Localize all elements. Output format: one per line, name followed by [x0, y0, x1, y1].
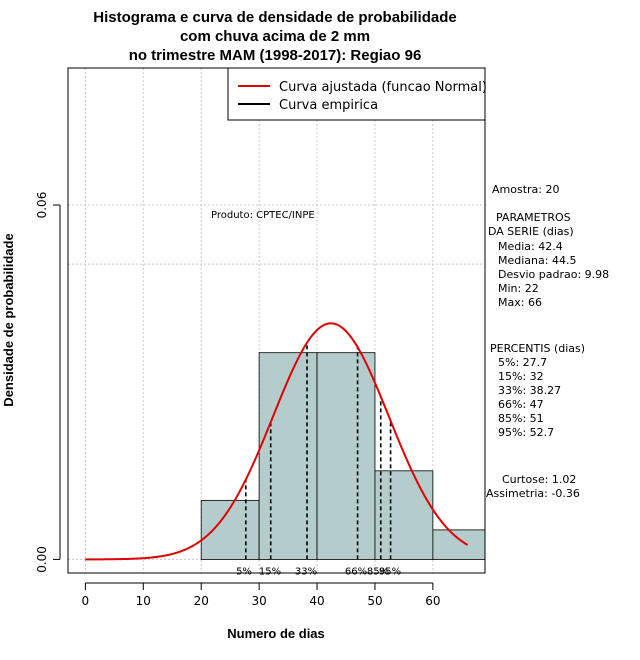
legend-label-fit: Curva ajustada (funcao Normal)	[279, 80, 487, 95]
stat-p66: 66%: 47	[498, 398, 544, 411]
produto-label: Produto: CPTEC/INPE	[211, 210, 315, 221]
x-tick-label: 0	[82, 594, 90, 608]
stat-param-title-2: DA SERIE (dias)	[488, 225, 574, 238]
percentile-label: 66%	[345, 566, 367, 577]
legend-box	[227, 67, 486, 121]
stat-mediana: Mediana: 44.5	[498, 254, 576, 267]
stat-assimetria: Assimetria: -0.36	[486, 487, 580, 500]
histogram-bar	[316, 352, 376, 560]
normal-curve	[85, 322, 469, 561]
grid-lines	[68, 68, 485, 573]
axes: 0 10 20 30 40 50 60 0.00 0.06	[35, 192, 441, 608]
legend-label-empirical: Curva empirica	[279, 98, 378, 113]
y-axis-label: Densidade de probabilidade	[1, 233, 16, 406]
percentile-label: 5%	[236, 566, 252, 577]
histogram-bar	[258, 352, 318, 560]
normal-fit-curve	[85, 322, 469, 561]
stat-p15: 15%: 32	[498, 370, 544, 383]
histogram-bars	[200, 352, 486, 560]
stat-percentis-title: PERCENTIS (dias)	[490, 342, 585, 355]
y-tick-label: 0.00	[35, 546, 49, 573]
stat-param-title-1: PARAMETROS	[496, 211, 571, 224]
legend: Curva ajustada (funcao Normal) Curva emp…	[227, 67, 487, 121]
stat-amostra: Amostra: 20	[492, 183, 559, 196]
stats-panel: Amostra: 20 PARAMETROS DA SERIE (dias) M…	[486, 183, 609, 500]
x-tick-label: 20	[194, 594, 209, 608]
histogram-bar	[374, 470, 434, 560]
percentile-lines: 5% 15% 33% 66% 85%95%	[236, 342, 401, 577]
chart-title-line-1: Histograma e curva de densidade de proba…	[93, 9, 456, 26]
stat-p33: 33%: 38.27	[498, 384, 561, 397]
stat-p95: 95%: 52.7	[498, 426, 554, 439]
stat-max: Max: 66	[498, 296, 542, 309]
percentile-label: 15%	[259, 566, 281, 577]
y-tick-label: 0.06	[35, 192, 49, 219]
chart-title-line-2: com chuva acima de 2 mm	[180, 28, 370, 45]
chart-title-line-3: no trimestre MAM (1998-2017): Regiao 96	[129, 47, 422, 64]
stat-min: Min: 22	[498, 282, 539, 295]
stat-p85: 85%: 51	[498, 412, 544, 425]
stat-media: Media: 42.4	[498, 240, 563, 253]
percentile-label: 95%	[379, 566, 401, 577]
stat-desvio: Desvio padrao: 9.98	[498, 268, 609, 281]
percentile-label: 85%	[367, 566, 389, 577]
stat-curtose: Curtose: 1.02	[502, 473, 576, 486]
x-tick-label: 30	[251, 594, 266, 608]
x-tick-label: 50	[367, 594, 382, 608]
percentile-label: 33%	[295, 566, 317, 577]
x-axis-label: Numero de dias	[227, 626, 325, 641]
x-tick-label: 10	[136, 594, 151, 608]
x-tick-label: 60	[425, 594, 440, 608]
stat-p5: 5%: 27.7	[498, 356, 547, 369]
x-tick-label: 40	[309, 594, 324, 608]
histogram-bar	[432, 529, 486, 560]
